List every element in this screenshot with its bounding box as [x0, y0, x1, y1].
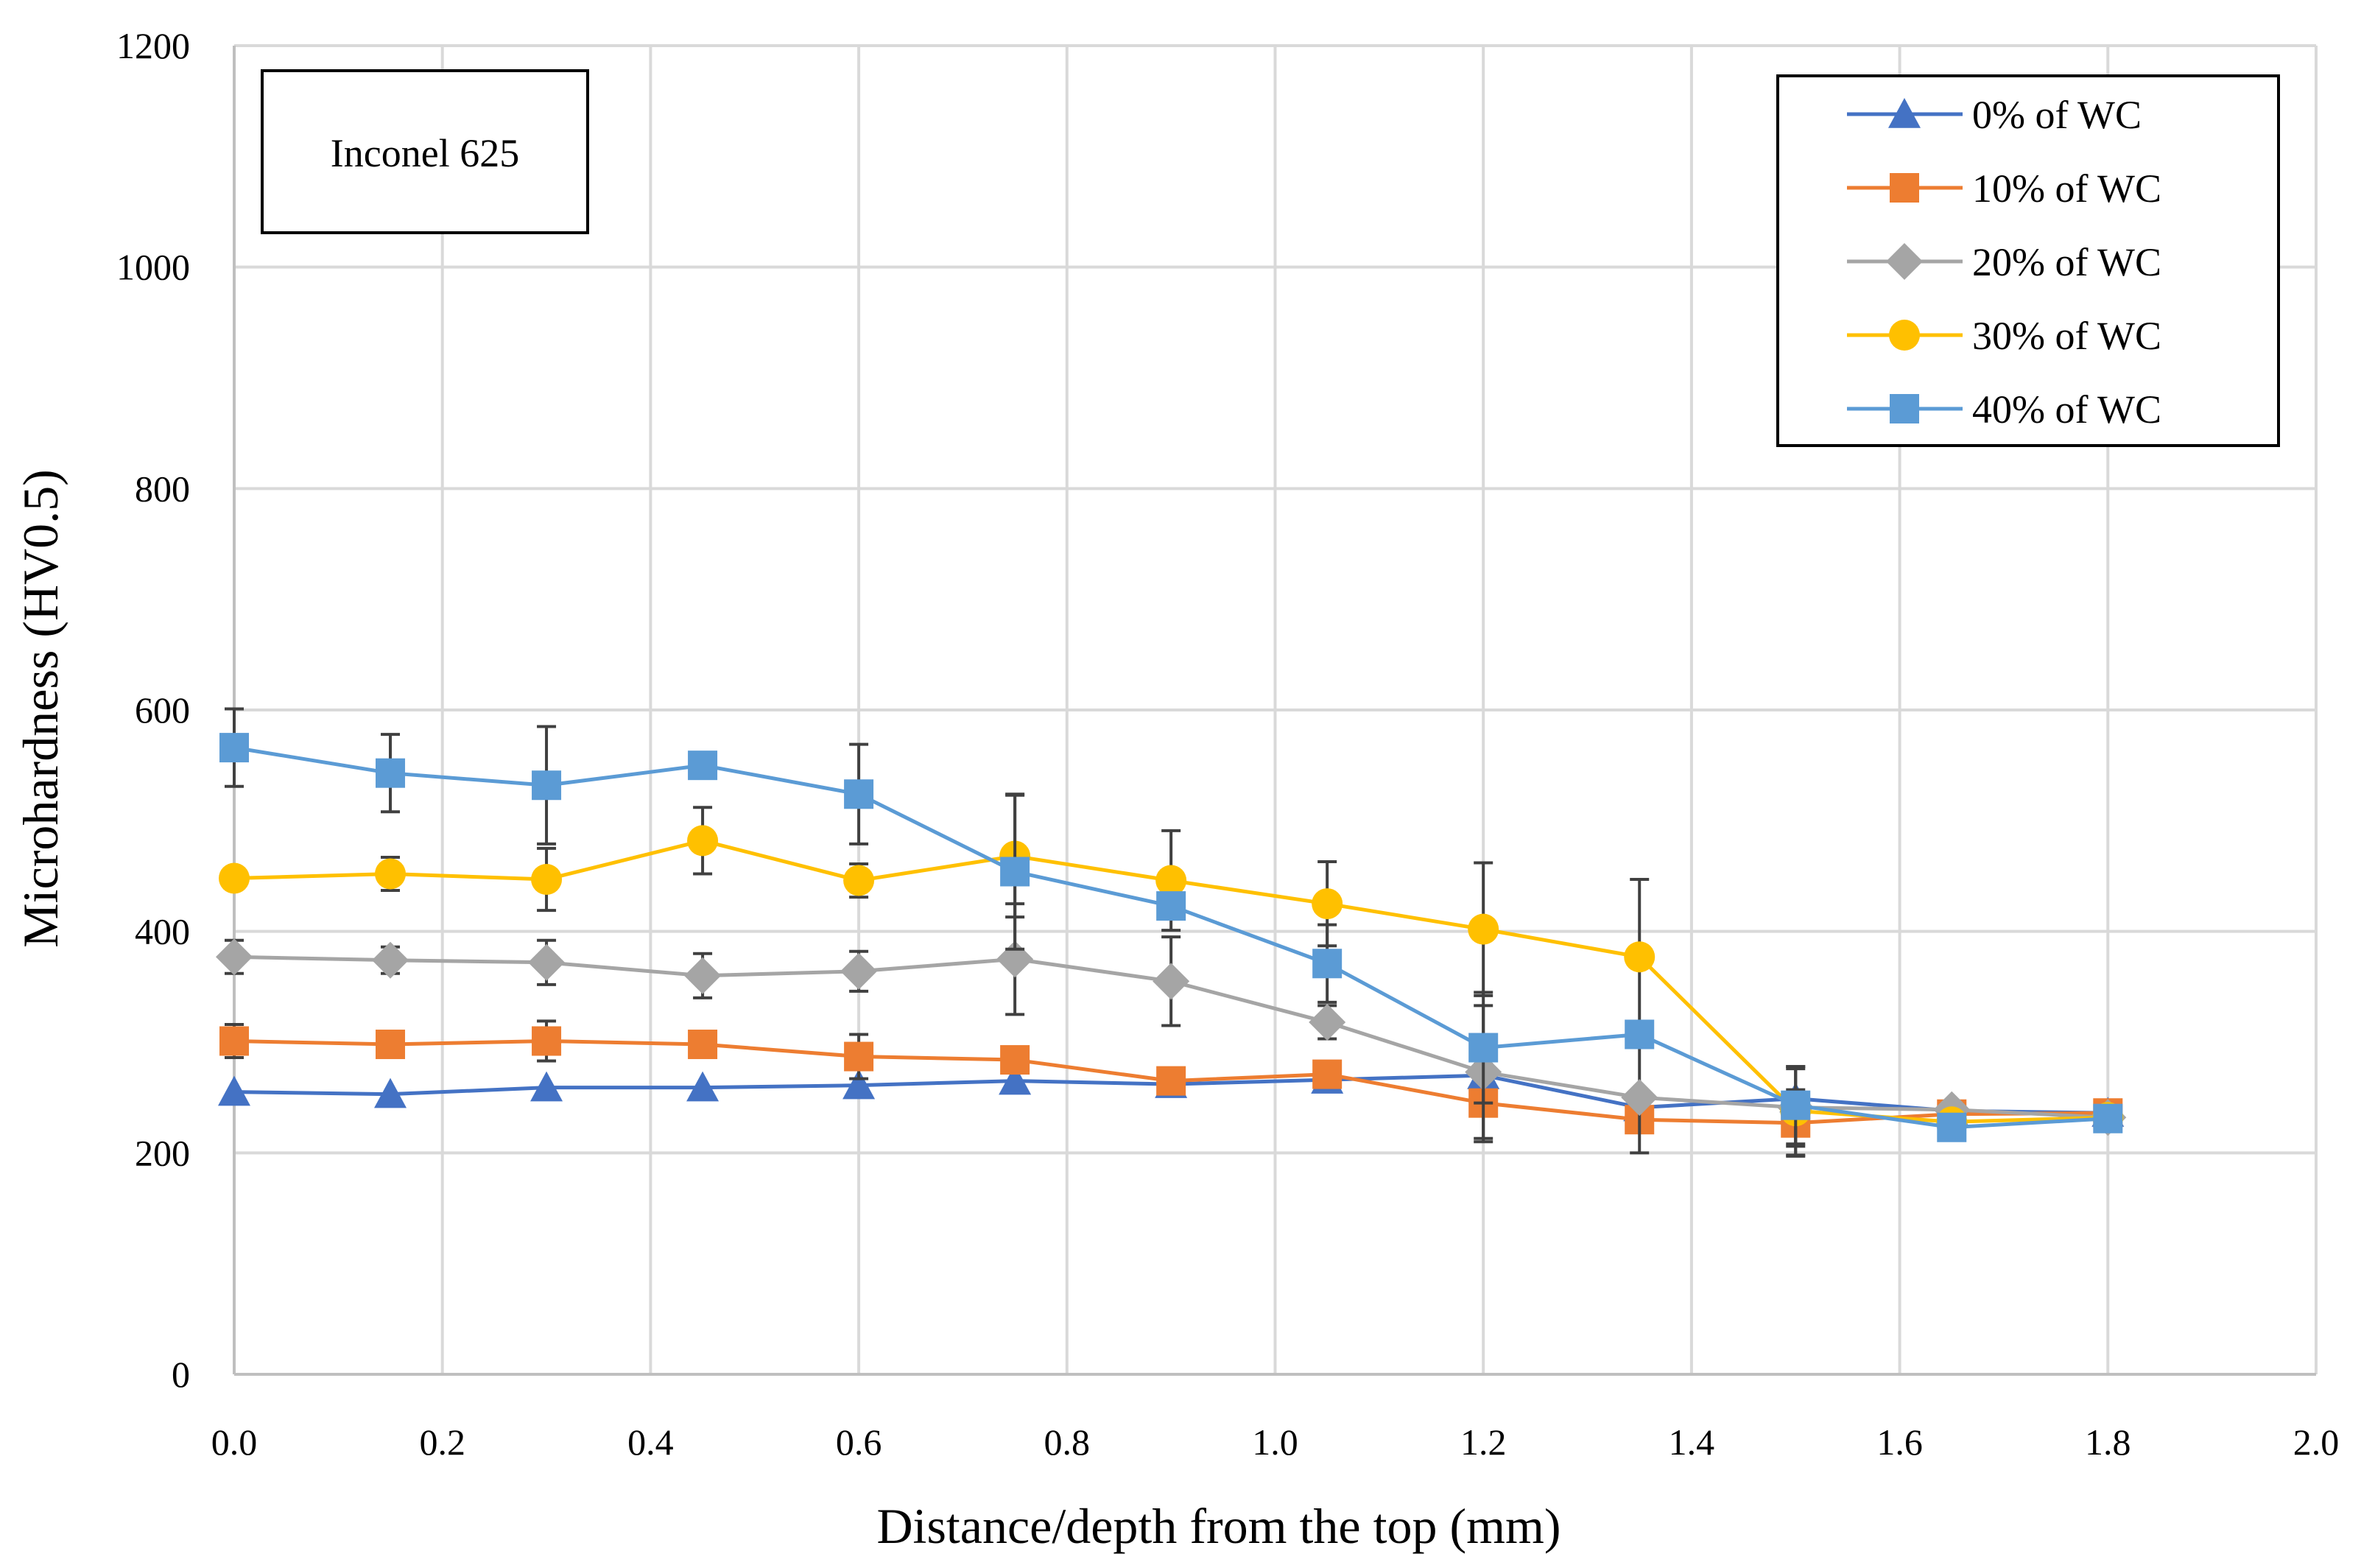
x-tick-label: 2.0 — [2293, 1421, 2340, 1463]
grid — [234, 44, 2318, 1374]
data-point — [1312, 888, 1343, 920]
data-point — [531, 864, 563, 896]
legend-entry: 0% of WC — [1847, 93, 2142, 137]
data-point — [1781, 1090, 1811, 1120]
data-point — [1309, 1003, 1346, 1041]
data-point — [530, 1071, 563, 1102]
x-tick-label: 1.0 — [1252, 1421, 1298, 1463]
data-point — [1153, 963, 1190, 1000]
data-point — [1156, 891, 1186, 921]
data-point — [687, 825, 719, 857]
series-group — [216, 707, 2127, 1158]
y-tick-label: 200 — [135, 1132, 190, 1173]
data-point — [219, 733, 249, 763]
data-point — [375, 858, 407, 890]
data-point — [684, 957, 722, 994]
data-point — [372, 941, 409, 979]
y-tick-label: 1000 — [116, 247, 190, 288]
x-axis-title: Distance/depth from the top (mm) — [876, 1498, 1560, 1554]
data-point — [1000, 857, 1030, 887]
legend-entry: 20% of WC — [1847, 240, 2161, 284]
data-point — [844, 779, 874, 809]
data-point — [1312, 949, 1343, 979]
legend-swatch-marker — [1890, 394, 1919, 423]
data-point — [842, 1069, 876, 1100]
legend-entry: 10% of WC — [1847, 166, 2161, 211]
y-tick-label: 600 — [135, 689, 190, 731]
data-point — [219, 862, 250, 894]
y-tick-label: 800 — [135, 468, 190, 509]
data-point — [688, 1030, 718, 1060]
x-tick-label: 1.2 — [1460, 1421, 1507, 1463]
y-tick-labels: 0 200 400 600 800 1000 1200 — [116, 25, 190, 1395]
legend-entry: 40% of WC — [1847, 387, 2161, 432]
data-point — [843, 865, 875, 896]
legend-label: 10% of WC — [1972, 166, 2161, 211]
legend-swatch-marker — [1890, 173, 1919, 203]
annotation-box: Inconel 625 — [261, 69, 589, 234]
data-point — [528, 943, 566, 981]
data-point — [1625, 1019, 1655, 1050]
y-tick-label: 400 — [135, 911, 190, 952]
legend: 0% of WC 10% of WC 20% of WC 30% of WC 40% o… — [1776, 74, 2280, 447]
data-point — [376, 758, 406, 788]
legend-label: 40% of WC — [1972, 387, 2161, 432]
data-point — [844, 1041, 874, 1072]
annotation-frame — [261, 69, 589, 234]
data-point — [532, 1026, 562, 1056]
legend-label: 30% of WC — [1972, 314, 2161, 358]
data-point — [1156, 1066, 1186, 1096]
x-tick-labels: 0.0 0.2 0.4 0.6 0.8 1.0 1.2 1.4 1.6 1.8 2.0 — [211, 1421, 2340, 1463]
y-tick-label: 0 — [172, 1354, 190, 1395]
data-point — [374, 1077, 407, 1108]
annotation-label: Inconel 625 — [331, 131, 519, 175]
data-point — [686, 1071, 719, 1102]
x-tick-label: 0.4 — [627, 1421, 674, 1463]
data-point — [1000, 1045, 1030, 1075]
data-point — [2093, 1103, 2123, 1133]
data-point — [218, 1075, 250, 1106]
series-4 — [219, 707, 2123, 1146]
x-tick-label: 1.8 — [2085, 1421, 2131, 1463]
legend-label: 0% of WC — [1972, 93, 2142, 137]
legend-label: 20% of WC — [1972, 240, 2161, 284]
legend-swatch-marker — [1889, 320, 1920, 351]
data-point — [999, 1064, 1032, 1095]
data-point — [1312, 1059, 1343, 1089]
x-tick-label: 0.0 — [211, 1421, 258, 1463]
data-point — [1468, 1033, 1499, 1063]
data-point — [1468, 913, 1499, 945]
legend-swatch-marker — [1888, 98, 1921, 128]
data-point — [1624, 941, 1655, 973]
data-point — [376, 1030, 406, 1060]
x-tick-label: 1.6 — [1876, 1421, 1923, 1463]
data-point — [532, 770, 562, 801]
data-point — [840, 952, 878, 990]
data-point — [1621, 1079, 1658, 1117]
x-tick-label: 0.8 — [1044, 1421, 1091, 1463]
y-axis-title: Microhardness (HV0.5) — [13, 469, 68, 948]
y-tick-label: 1200 — [116, 25, 190, 66]
x-tick-label: 0.6 — [836, 1421, 882, 1463]
x-tick-label: 0.2 — [419, 1421, 465, 1463]
legend-swatch-marker — [1886, 243, 1923, 280]
data-point — [1155, 865, 1187, 896]
legend-entry: 30% of WC — [1847, 314, 2161, 358]
data-point — [219, 1026, 249, 1056]
data-point — [216, 938, 253, 976]
x-tick-label: 1.4 — [1669, 1421, 1715, 1463]
data-point — [1937, 1112, 1967, 1142]
data-point — [688, 750, 718, 781]
